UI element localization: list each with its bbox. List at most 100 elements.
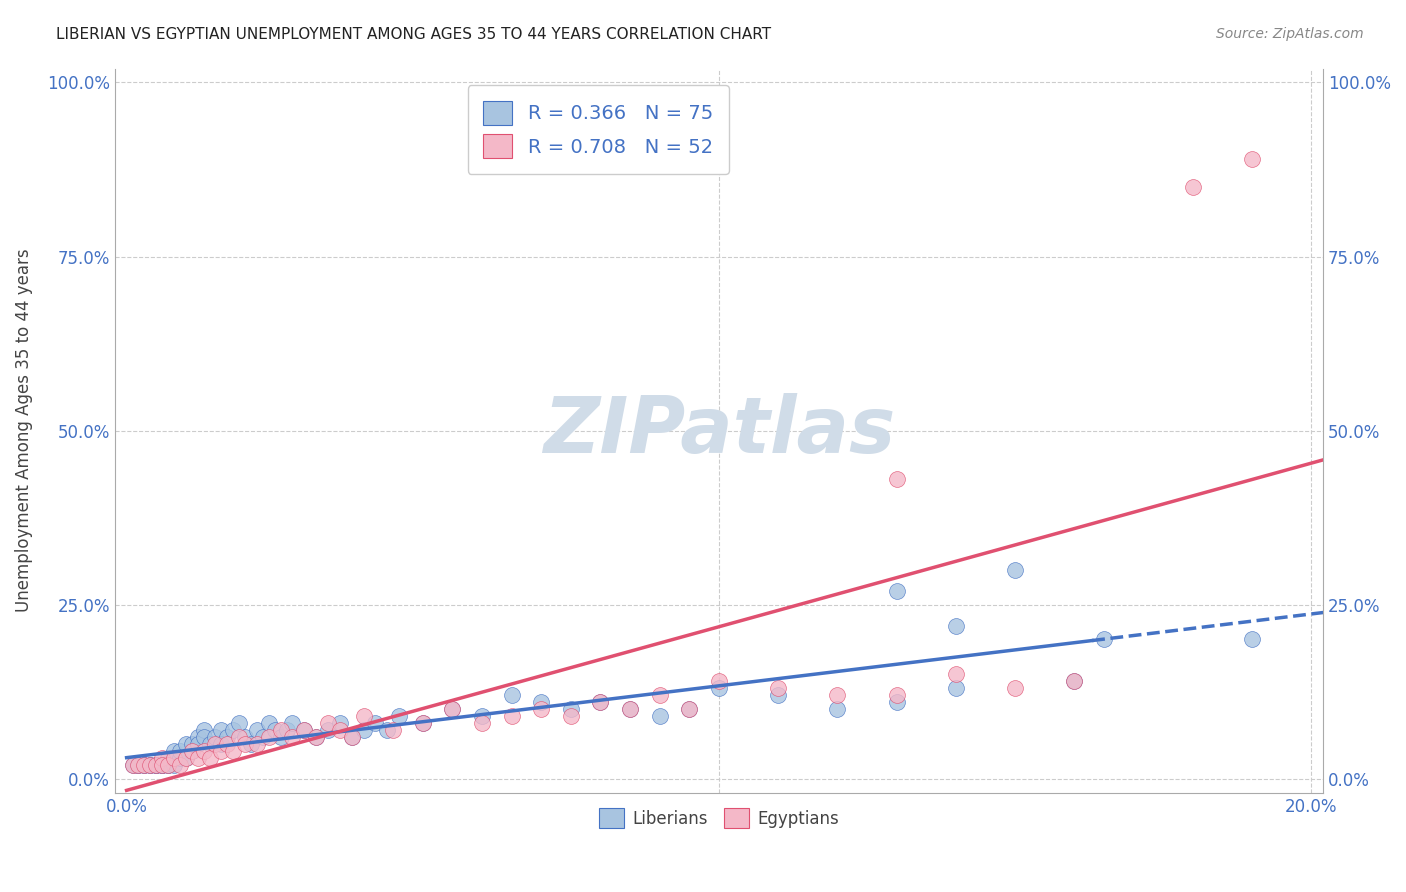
Point [145,757,167,772]
Text: LIBERIAN VS EGYPTIAN UNEMPLOYMENT AMONG AGES 35 TO 44 YEARS CORRELATION CHART: LIBERIAN VS EGYPTIAN UNEMPLOYMENT AMONG … [56,27,772,42]
Point [648,688,671,702]
Point [240,737,263,751]
Point [329,716,352,731]
Point [174,737,197,751]
Point [589,695,612,709]
Point [187,730,209,744]
Point [169,757,191,772]
Point [121,757,143,772]
Point [471,716,494,731]
Point [263,723,285,737]
Point [560,709,582,723]
Point [388,709,411,723]
Point [139,757,162,772]
Point [257,730,280,744]
Point [204,737,226,751]
Point [270,730,292,744]
Point [886,695,908,709]
Point [150,751,173,765]
Point [150,757,173,772]
Point [134,757,156,772]
Point [1241,632,1264,647]
Point [375,723,398,737]
Point [187,751,209,765]
Point [1092,632,1115,647]
Point [193,723,215,737]
Point [412,716,434,731]
Point [412,716,434,731]
Point [707,674,730,689]
Point [1063,674,1085,689]
Point [589,695,612,709]
Point [678,702,700,716]
Point [157,757,180,772]
Point [945,681,967,696]
Point [340,730,363,744]
Point [292,723,315,737]
Point [441,702,464,716]
Point [257,716,280,731]
Point [252,730,274,744]
Point [145,757,167,772]
Point [145,757,167,772]
Point [163,744,186,758]
Point [501,688,523,702]
Point [217,737,239,751]
Point [222,723,245,737]
Point [222,744,245,758]
Point [180,737,202,751]
Point [163,751,186,765]
Point [619,702,641,716]
Point [145,757,167,772]
Point [316,716,339,731]
Point [157,751,180,765]
Point [619,702,641,716]
Point [471,709,494,723]
Point [340,730,363,744]
Y-axis label: Unemployment Among Ages 35 to 44 years: Unemployment Among Ages 35 to 44 years [15,249,32,613]
Point [163,751,186,765]
Point [827,702,849,716]
Point [678,702,700,716]
Point [364,716,387,731]
Point [1004,563,1026,577]
Point [353,709,375,723]
Point [187,737,209,751]
Point [353,723,375,737]
Point [174,751,197,765]
Point [139,757,162,772]
Point [163,757,186,772]
Point [139,757,162,772]
Point [198,751,221,765]
Point [530,695,553,709]
Point [134,757,156,772]
Point [281,730,304,744]
Point [281,716,304,731]
Point [209,723,232,737]
Point [228,716,250,731]
Point [127,757,149,772]
Point [228,730,250,744]
Point [382,723,405,737]
Point [233,737,256,751]
Point [766,688,789,702]
Point [305,730,328,744]
Point [198,737,221,751]
Point [174,751,197,765]
Point [1063,674,1085,689]
Point [180,744,202,758]
Point [204,730,226,744]
Point [209,744,232,758]
Text: ZIPatlas: ZIPatlas [543,392,896,468]
Point [329,723,352,737]
Point [233,730,256,744]
Point [441,702,464,716]
Point [1181,180,1204,194]
Point [292,723,315,737]
Text: Source: ZipAtlas.com: Source: ZipAtlas.com [1216,27,1364,41]
Point [246,737,269,751]
Point [246,723,269,737]
Point [157,757,180,772]
Point [316,723,339,737]
Point [886,472,908,486]
